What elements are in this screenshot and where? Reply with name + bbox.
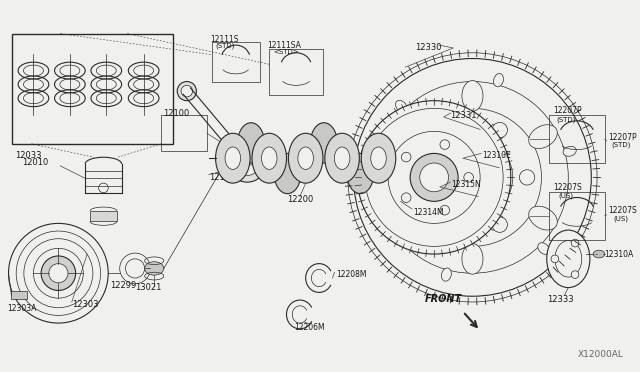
Circle shape bbox=[181, 85, 193, 97]
Bar bbox=[90, 211, 117, 221]
Circle shape bbox=[401, 193, 411, 202]
Circle shape bbox=[49, 264, 68, 283]
Circle shape bbox=[41, 256, 76, 291]
Text: 12303A: 12303A bbox=[8, 304, 37, 313]
Ellipse shape bbox=[388, 206, 416, 230]
Ellipse shape bbox=[225, 147, 241, 169]
Ellipse shape bbox=[563, 146, 576, 156]
Circle shape bbox=[438, 217, 453, 232]
Circle shape bbox=[420, 163, 449, 192]
Text: 12303: 12303 bbox=[72, 300, 99, 310]
Ellipse shape bbox=[388, 125, 416, 148]
Circle shape bbox=[464, 173, 474, 182]
Ellipse shape bbox=[462, 244, 483, 274]
Circle shape bbox=[440, 140, 449, 149]
Ellipse shape bbox=[325, 133, 359, 183]
Text: 12331: 12331 bbox=[451, 110, 477, 119]
Bar bbox=[161, 115, 207, 151]
Ellipse shape bbox=[442, 268, 451, 281]
Text: 13021: 13021 bbox=[135, 283, 162, 292]
Circle shape bbox=[235, 151, 260, 176]
Text: 12315N: 12315N bbox=[451, 180, 481, 189]
Ellipse shape bbox=[593, 250, 605, 258]
Ellipse shape bbox=[289, 133, 323, 183]
Text: 12111SA: 12111SA bbox=[268, 41, 301, 49]
Circle shape bbox=[440, 205, 449, 215]
Ellipse shape bbox=[298, 147, 314, 169]
Circle shape bbox=[228, 144, 266, 182]
Circle shape bbox=[571, 239, 579, 247]
Bar bbox=[12, 33, 173, 144]
Text: (US): (US) bbox=[559, 193, 573, 199]
Bar bbox=[12, 291, 27, 299]
Bar bbox=[549, 115, 605, 163]
Circle shape bbox=[410, 153, 458, 201]
Text: 12207S: 12207S bbox=[609, 206, 637, 215]
Ellipse shape bbox=[529, 125, 557, 148]
Circle shape bbox=[401, 152, 411, 162]
Circle shape bbox=[357, 101, 511, 254]
Text: 12310E: 12310E bbox=[482, 151, 511, 160]
Ellipse shape bbox=[252, 133, 287, 183]
Text: 12207P: 12207P bbox=[553, 106, 582, 115]
Circle shape bbox=[410, 170, 426, 185]
Circle shape bbox=[520, 170, 535, 185]
Text: 12010: 12010 bbox=[22, 158, 48, 167]
Ellipse shape bbox=[237, 123, 264, 163]
Circle shape bbox=[348, 53, 597, 302]
Text: 12200: 12200 bbox=[287, 195, 313, 204]
Circle shape bbox=[571, 271, 579, 279]
Text: 12207P: 12207P bbox=[609, 132, 637, 142]
Text: 12207S: 12207S bbox=[553, 183, 582, 192]
Bar bbox=[212, 42, 260, 83]
Ellipse shape bbox=[529, 206, 557, 230]
Circle shape bbox=[177, 81, 196, 101]
Ellipse shape bbox=[371, 147, 387, 169]
Ellipse shape bbox=[262, 147, 277, 169]
Ellipse shape bbox=[216, 133, 250, 183]
Text: 12206M: 12206M bbox=[294, 323, 325, 332]
Text: 12111S: 12111S bbox=[210, 35, 238, 44]
Ellipse shape bbox=[396, 100, 407, 112]
Text: 12299: 12299 bbox=[111, 281, 137, 290]
Text: (STD): (STD) bbox=[216, 43, 235, 49]
Ellipse shape bbox=[547, 230, 590, 288]
Text: 12333: 12333 bbox=[547, 295, 574, 304]
Bar bbox=[549, 192, 605, 240]
Circle shape bbox=[492, 122, 508, 138]
Ellipse shape bbox=[555, 241, 582, 277]
Text: 12100: 12100 bbox=[163, 109, 189, 118]
Text: 12109: 12109 bbox=[209, 173, 235, 182]
Text: (US): (US) bbox=[613, 215, 628, 222]
Text: FRONT: FRONT bbox=[424, 294, 461, 304]
Text: 12314M: 12314M bbox=[413, 208, 444, 217]
Circle shape bbox=[455, 160, 490, 195]
Text: (STD): (STD) bbox=[557, 116, 576, 123]
Ellipse shape bbox=[369, 199, 382, 208]
Circle shape bbox=[445, 151, 499, 204]
Ellipse shape bbox=[493, 74, 504, 87]
Ellipse shape bbox=[145, 262, 164, 275]
Text: 12310A: 12310A bbox=[604, 250, 633, 259]
Circle shape bbox=[99, 183, 108, 193]
Ellipse shape bbox=[347, 153, 374, 194]
Text: 12208M: 12208M bbox=[337, 270, 367, 279]
Circle shape bbox=[365, 108, 503, 246]
Ellipse shape bbox=[310, 123, 337, 163]
Text: X12000AL: X12000AL bbox=[578, 350, 624, 359]
Circle shape bbox=[492, 217, 508, 232]
Circle shape bbox=[438, 122, 453, 138]
Text: (STD): (STD) bbox=[611, 141, 631, 148]
Bar bbox=[269, 49, 323, 95]
Circle shape bbox=[551, 255, 559, 263]
Text: <STD>: <STD> bbox=[273, 49, 299, 55]
Ellipse shape bbox=[462, 81, 483, 111]
Text: 12330: 12330 bbox=[415, 44, 442, 52]
Ellipse shape bbox=[538, 243, 550, 254]
Circle shape bbox=[353, 58, 591, 296]
Ellipse shape bbox=[361, 133, 396, 183]
Text: 12033: 12033 bbox=[15, 151, 42, 160]
Ellipse shape bbox=[334, 147, 350, 169]
Ellipse shape bbox=[274, 153, 301, 194]
